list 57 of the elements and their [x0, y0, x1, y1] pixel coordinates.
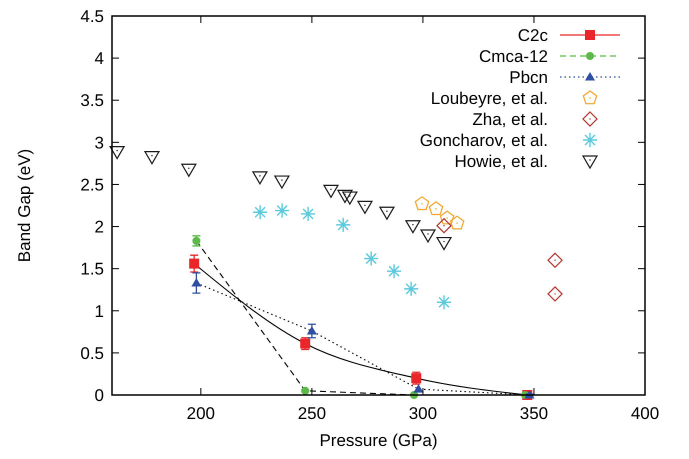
y-axis-title: Band Gap (eV)	[15, 148, 34, 262]
y-tick-label: 4.5	[80, 7, 104, 26]
point	[301, 386, 310, 395]
point	[413, 384, 424, 393]
point	[428, 201, 444, 216]
point	[306, 326, 317, 334]
y-tick-label: 1	[94, 302, 104, 321]
x-tick-label: 200	[186, 404, 216, 423]
x-tick-label: 400	[630, 404, 660, 423]
y-tick-label: 0	[94, 386, 104, 405]
point	[436, 236, 452, 250]
point	[436, 218, 452, 234]
y-tick-label: 1.5	[80, 260, 104, 279]
point	[252, 204, 268, 220]
point	[337, 190, 353, 203]
point	[547, 286, 563, 302]
legend-label: Loubeyre, et al.	[430, 89, 548, 108]
point	[403, 281, 419, 297]
point	[379, 206, 395, 220]
point	[110, 146, 125, 160]
x-tick-label: 250	[298, 404, 326, 423]
y-tick-label: 2.5	[80, 175, 104, 194]
point	[335, 217, 351, 233]
point	[274, 202, 290, 218]
y-tick-label: 4	[94, 49, 104, 68]
y-tick-label: 0.5	[80, 344, 104, 363]
point	[386, 263, 402, 279]
x-tick-label: 350	[520, 404, 548, 423]
point	[436, 294, 452, 310]
point	[547, 252, 563, 268]
point	[144, 151, 160, 164]
y-tick-label: 3	[94, 133, 104, 152]
legend-label: Goncharov, et al.	[420, 131, 548, 150]
legend-label: Cmca-12	[479, 47, 548, 66]
point	[191, 278, 202, 286]
point	[363, 250, 379, 266]
point	[252, 171, 268, 184]
y-tick-label: 3.5	[80, 91, 104, 110]
x-tick-label: 300	[408, 404, 438, 423]
point	[274, 175, 290, 189]
point	[357, 200, 373, 214]
legend-label: C2c	[518, 26, 548, 45]
point	[181, 164, 196, 177]
point	[420, 229, 436, 243]
legend-label: Pbcn	[509, 68, 548, 87]
legend-label: Zha, et al.	[472, 110, 548, 129]
point	[189, 258, 200, 269]
legend-label: Howie, et al.	[454, 152, 548, 171]
point	[405, 220, 421, 234]
y-tick-label: 2	[94, 218, 104, 237]
point	[323, 184, 339, 198]
point	[414, 196, 430, 210]
point	[342, 191, 358, 205]
point	[440, 210, 454, 224]
point	[300, 206, 316, 222]
x-axis-title: Pressure (GPa)	[319, 431, 438, 450]
point	[450, 216, 464, 230]
